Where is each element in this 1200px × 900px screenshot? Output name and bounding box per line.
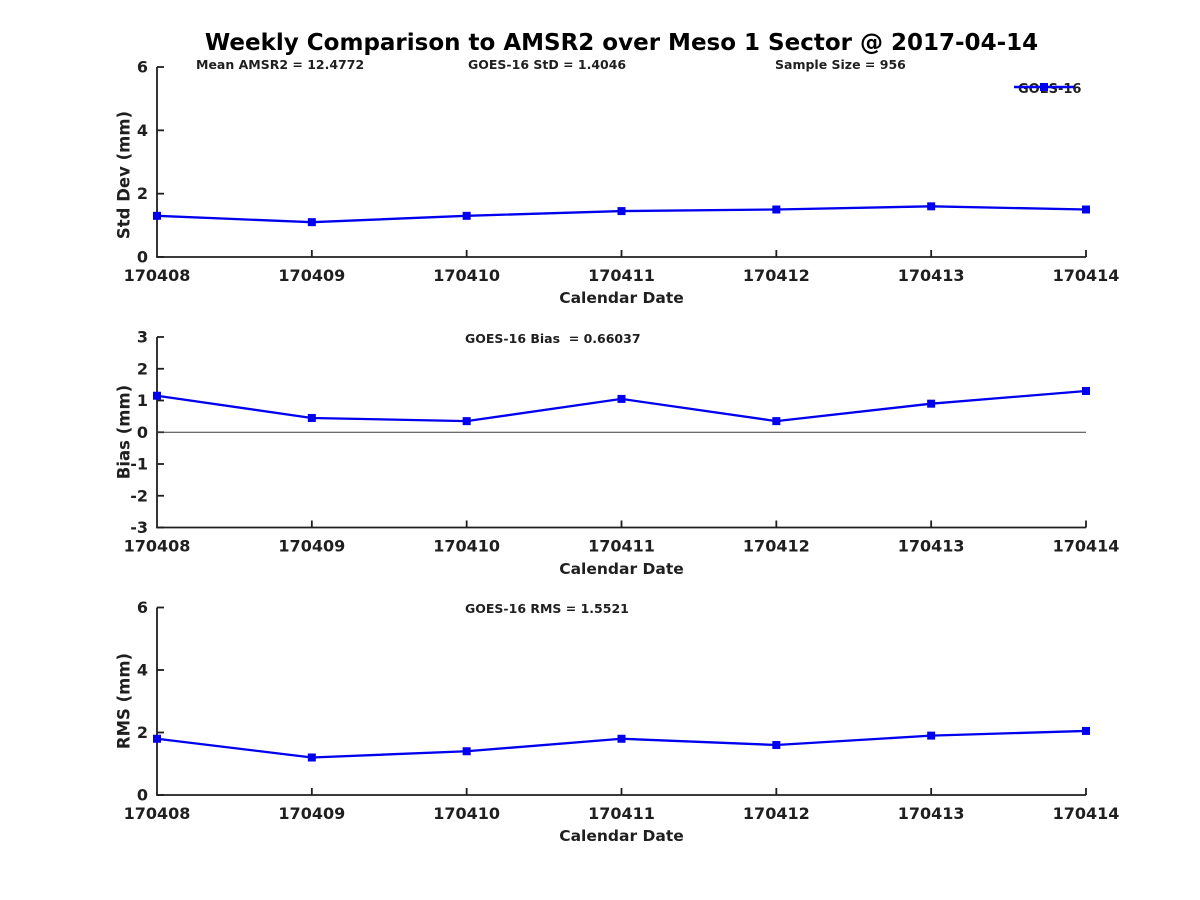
y-tick-label: -3 (130, 518, 148, 537)
legend-goes16: GOES-16 (1010, 80, 1081, 98)
data-point-marker (617, 734, 626, 743)
y-tick-label: 0 (137, 786, 148, 805)
y-tick-label: 2 (137, 359, 148, 378)
x-tick-label: 170413 (898, 266, 965, 285)
x-tick-label: 170414 (1053, 266, 1120, 285)
data-point-marker (617, 207, 626, 216)
x-tick-label: 170409 (278, 804, 345, 823)
data-point-marker (617, 394, 626, 403)
x-tick-label: 170408 (124, 537, 191, 556)
data-point-marker (307, 753, 316, 762)
annotation-goes16-std: GOES-16 StD = 1.4046 (468, 57, 627, 72)
x-tick-label: 170410 (433, 804, 500, 823)
x-tick-label: 170413 (898, 537, 965, 556)
y-tick-label: 2 (137, 184, 148, 203)
x-tick-label: 170412 (743, 804, 810, 823)
data-point-marker (772, 741, 781, 749)
x-tick-label: 170410 (433, 266, 500, 285)
annotation-sample-size: Sample Size = 956 (775, 57, 906, 72)
data-point-marker (927, 202, 936, 211)
data-point-marker (307, 413, 316, 422)
data-point-marker (307, 218, 316, 227)
y-tick-label: 4 (137, 121, 148, 140)
data-point-marker (772, 205, 781, 214)
data-point-marker (772, 417, 781, 426)
data-point-marker (153, 211, 161, 220)
y-tick-label: 3 (137, 328, 148, 347)
data-point-marker (462, 747, 471, 756)
x-tick-label: 170411 (588, 804, 655, 823)
y-tick-label: 2 (137, 723, 148, 742)
data-point-marker (462, 211, 471, 220)
data-point-marker (1082, 726, 1090, 735)
y-tick-label: 4 (137, 661, 148, 680)
data-point-marker (1082, 205, 1090, 214)
x-tick-label: 170414 (1053, 537, 1120, 556)
data-point-marker (153, 734, 161, 743)
y-tick-label: 6 (137, 58, 148, 77)
x-tick-label: 170409 (278, 537, 345, 556)
y-tick-label: 0 (137, 248, 148, 267)
data-point-marker (927, 731, 936, 740)
x-tick-label: 170413 (898, 804, 965, 823)
annotation-mean-amsr2: Mean AMSR2 = 12.4772 (196, 57, 365, 72)
legend-line-marker-icon (1014, 83, 1074, 91)
x-tick-label: 170412 (743, 266, 810, 285)
x-tick-label: 170408 (124, 266, 191, 285)
annotation-goes16-rms: GOES-16 RMS = 1.5521 (465, 601, 629, 616)
y-tick-label: 1 (137, 391, 148, 410)
y-tick-label: 0 (137, 423, 148, 442)
y-tick-label: 6 (137, 598, 148, 617)
y-tick-label: -2 (130, 486, 148, 505)
chart-title: Weekly Comparison to AMSR2 over Meso 1 S… (204, 30, 1039, 56)
x-tick-label: 170410 (433, 537, 500, 556)
x-tick-label: 170408 (124, 804, 191, 823)
data-point-marker (153, 391, 161, 400)
annotation-goes16-bias: GOES-16 Bias = 0.66037 (465, 331, 641, 346)
x-tick-label: 170411 (588, 537, 655, 556)
legend-label: GOES-16 (1018, 81, 1082, 97)
data-point-marker (462, 417, 471, 426)
x-tick-label: 170412 (743, 537, 810, 556)
x-axis-label-bias: Calendar Date (559, 560, 684, 578)
y-tick-label: -1 (130, 455, 148, 474)
x-tick-label: 170411 (588, 266, 655, 285)
x-tick-label: 170409 (278, 266, 345, 285)
data-point-marker (927, 399, 936, 408)
x-axis-label-stddev: Calendar Date (559, 289, 684, 307)
x-tick-label: 170414 (1053, 804, 1120, 823)
x-axis-label-rms: Calendar Date (559, 827, 684, 845)
data-point-marker (1082, 386, 1090, 395)
